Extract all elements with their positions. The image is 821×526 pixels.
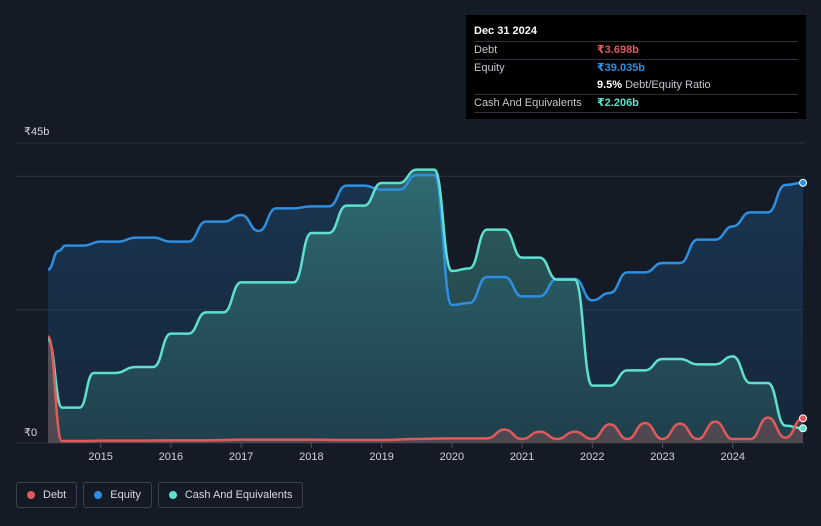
- x-tick-label: 2022: [580, 451, 604, 463]
- tooltip-date: Dec 31 2024: [474, 25, 537, 37]
- x-tick-label: 2016: [159, 451, 183, 463]
- cash-dot-icon: [168, 491, 177, 499]
- x-tick-label: 2023: [650, 451, 674, 463]
- legend-label-cash: Cash And Equivalents: [184, 489, 293, 501]
- debt-line: [46, 335, 804, 443]
- series-lines: [46, 168, 804, 443]
- x-tick-label: 2020: [440, 451, 464, 463]
- debt-dot-icon: [27, 491, 35, 499]
- tooltip-row-cash: Cash And Equivalents ₹2.206b: [474, 94, 798, 113]
- cash-and-equivalents-line: [46, 168, 804, 430]
- x-tick-label: 2015: [88, 451, 112, 463]
- tooltip-debt-label: Debt: [474, 44, 498, 56]
- tooltip-ratio-label: Debt/Equity Ratio: [625, 79, 711, 91]
- tooltip-equity-value: ₹39.035b: [597, 62, 646, 74]
- legend-item-debt[interactable]: Debt: [16, 482, 78, 508]
- y-axis-ticks: ₹45b ₹0: [24, 126, 49, 439]
- y-tick-label: ₹0: [24, 427, 37, 439]
- x-tick-label: 2021: [510, 451, 534, 463]
- tooltip-row-debt: Debt ₹3.698b: [474, 41, 798, 59]
- debt-endpoint: [799, 414, 807, 423]
- equity-line: [47, 173, 804, 307]
- legend: Debt Equity Cash And Equivalents: [16, 482, 304, 508]
- equity-endpoint: [799, 178, 807, 187]
- tooltip-row-equity: Equity ₹39.035b: [474, 59, 798, 77]
- legend-item-equity[interactable]: Equity: [83, 482, 152, 508]
- tooltip-debt-value: ₹3.698b: [597, 44, 639, 56]
- x-tick-label: 2024: [721, 451, 745, 463]
- tooltip-panel: Dec 31 2024 Debt ₹3.698b Equity ₹39.035b…: [466, 15, 806, 119]
- series-endpoints: [799, 178, 807, 433]
- equity-dot-icon: [94, 491, 103, 499]
- x-tick-label: 2017: [229, 451, 253, 463]
- cash-and-equivalents-endpoint: [799, 424, 807, 433]
- x-tick-label: 2018: [299, 451, 323, 463]
- legend-item-cash[interactable]: Cash And Equivalents: [157, 482, 304, 508]
- series-areas: [48, 169, 803, 443]
- y-tick-label: ₹45b: [24, 126, 49, 138]
- tooltip-row-ratio: 9.5% Debt/Equity Ratio: [474, 77, 798, 94]
- legend-label-debt: Debt: [43, 489, 67, 501]
- tooltip-cash-label: Cash And Equivalents: [474, 97, 582, 109]
- tooltip-equity-label: Equity: [474, 62, 505, 74]
- tooltip-cash-value: ₹2.206b: [597, 97, 639, 109]
- x-axis-ticks: 2015 2016 2017 2018 2019 2020 2021 2022 2023 2024: [88, 443, 745, 463]
- x-tick-label: 2019: [369, 451, 393, 463]
- cash-and-equivalents-area: [48, 169, 803, 443]
- tooltip-ratio-value: 9.5%: [597, 79, 623, 91]
- legend-label-equity: Equity: [110, 489, 141, 501]
